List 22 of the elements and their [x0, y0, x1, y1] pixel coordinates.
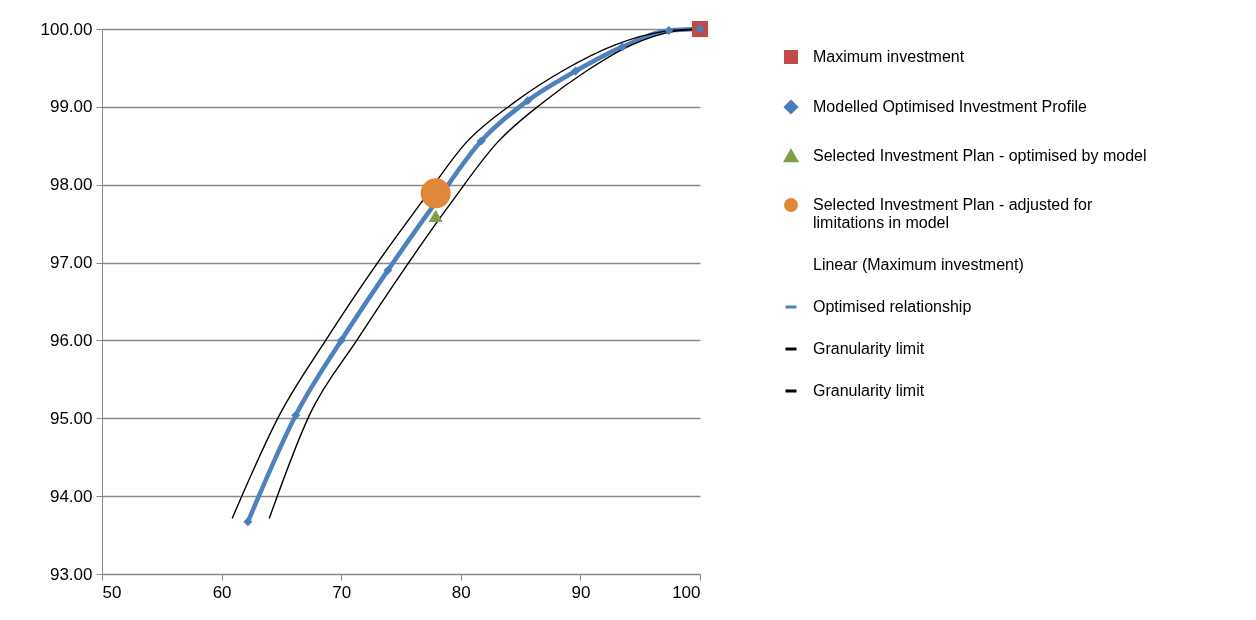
- y-tick-label: 96.00: [49, 330, 93, 350]
- legend-label: Granularity limit: [813, 382, 925, 399]
- y-tick-label: 98.00: [49, 175, 93, 195]
- legend-label: Maximum investment: [813, 48, 965, 65]
- x-tick-label: 60: [212, 582, 232, 602]
- x-tick-label: 100: [672, 582, 701, 602]
- legend-label: Selected Investment Plan - optimised by model: [813, 147, 1147, 164]
- legend-label: Modelled Optimised Investment Profile: [813, 98, 1087, 115]
- x-tick-label: 80: [451, 582, 471, 602]
- x-tick-label: 90: [571, 582, 591, 602]
- legend-label: Granularity limit: [813, 340, 925, 357]
- y-tick-label: 95.00: [49, 408, 93, 428]
- x-tick-label: 50: [102, 582, 122, 602]
- y-tick-label: 100.00: [40, 19, 93, 39]
- y-tick-label: 99.00: [49, 97, 93, 117]
- y-tick-label: 94.00: [49, 486, 93, 506]
- x-tick-label: 70: [332, 582, 352, 602]
- y-tick-label: 97.00: [49, 253, 93, 273]
- legend-label: Optimised relationship: [813, 298, 972, 315]
- text: Linear (Maximum investment): [813, 256, 1024, 273]
- legend-label: Selected Investment Plan - adjusted for limitations in model: [813, 196, 1093, 231]
- y-tick-label: 93.00: [49, 564, 93, 584]
